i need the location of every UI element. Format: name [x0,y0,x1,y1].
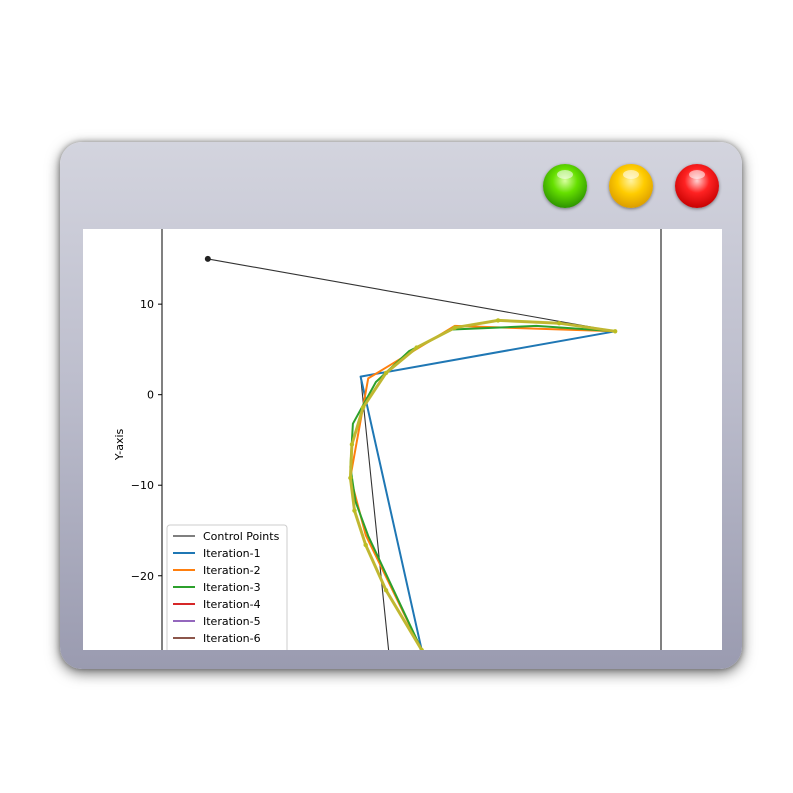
final-point [414,345,419,350]
legend-label: Iteration-1 [203,547,261,560]
final-point [612,329,618,334]
minimize-button[interactable] [609,164,653,208]
legend-box [166,524,288,650]
y-tick-label: 0 [147,389,154,402]
y-axis-label: Y-axis [113,429,126,462]
series-line-final [348,318,617,650]
y-tick-label: −20 [131,570,154,583]
final-point [495,318,501,323]
final-point [556,320,562,326]
control-point-marker [204,255,211,262]
legend-label: Control Points [203,530,280,543]
series-line-iteration-2 [349,324,617,650]
y-tick-label: 10 [140,298,154,311]
final-point [360,405,366,410]
maximize-button[interactable] [543,164,587,208]
series-line-iteration-1 [359,330,617,650]
final-point [383,588,389,593]
legend-label: Iteration-5 [203,615,261,628]
y-tick-label: −10 [131,479,154,492]
legend-label: Iteration-4 [203,598,261,611]
legend-label: Iteration-2 [203,564,261,577]
close-button[interactable] [675,164,719,208]
legend-label: Iteration-3 [203,581,261,594]
final-point [452,325,457,330]
app-window: 10 0 −10 −20 Y-axis Control Points Iteration-… [60,142,742,669]
chart-viewport: 10 0 −10 −20 Y-axis Control Points Iteration-… [83,229,722,650]
bezier-chart: 10 0 −10 −20 Y-axis Control Points Iteration-… [113,229,662,650]
final-point [383,370,389,376]
final-point [352,508,357,513]
legend-label: Iteration-6 [203,632,261,645]
legend-label: Iteration-7 [203,649,261,650]
final-point [348,475,353,481]
series-line-iteration-3 [349,324,617,650]
final-point [349,442,355,447]
final-point [419,647,424,650]
final-point [363,542,368,548]
